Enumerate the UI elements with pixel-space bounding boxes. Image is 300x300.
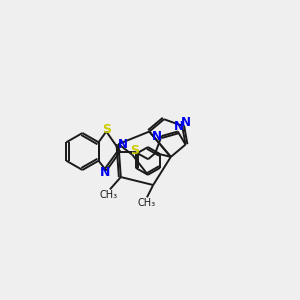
Text: CH₃: CH₃ (99, 190, 118, 200)
Text: S: S (130, 144, 140, 157)
Text: N: N (174, 120, 184, 134)
Text: CH₃: CH₃ (138, 198, 156, 208)
Text: N: N (181, 116, 191, 129)
Text: N: N (100, 166, 111, 179)
Text: N: N (118, 137, 128, 151)
Text: S: S (103, 123, 112, 136)
Text: N: N (152, 130, 162, 142)
